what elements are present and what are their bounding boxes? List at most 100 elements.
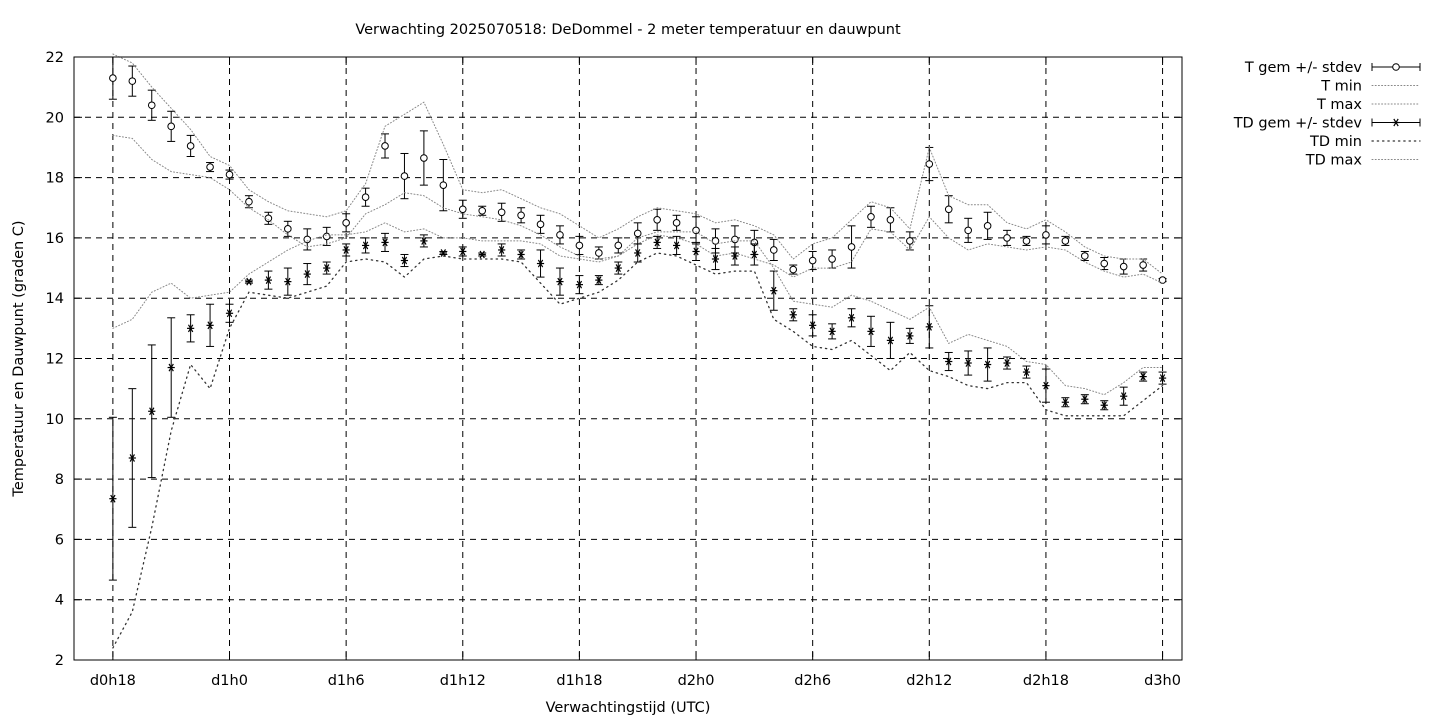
data-point [867,327,875,336]
star-stroke [635,249,641,257]
star-stroke [1004,359,1010,367]
x-tick-label: d2h0 [678,673,715,689]
legend-item: TD min [1309,134,1421,150]
y-axis-label: Temperatuur en Dauwpunt (graden C) [11,220,27,497]
star-stroke [790,310,796,319]
star-stroke [1082,395,1088,404]
star-stroke [1140,372,1146,381]
data-point [361,241,370,250]
x-tick-label: d0h18 [90,673,136,689]
data-point [789,310,797,319]
gridlines [74,57,1182,660]
star-stroke [673,241,680,250]
y-tick-label: 8 [55,472,64,488]
data-point [245,197,253,206]
legend-item: T gem +/- stdev [1244,60,1421,76]
data-point [828,255,836,263]
star-stroke [1393,118,1399,127]
legend-label: T min [1320,79,1362,95]
data-point [808,256,817,265]
data-point [575,280,584,289]
data-point [692,247,700,256]
data-point [653,238,661,247]
data-point [595,276,603,285]
legend-item: T min [1320,79,1421,95]
legend-label: TD min [1309,134,1362,150]
data-point [1003,234,1011,242]
x-tick-label: d2h6 [794,673,831,689]
data-point [1119,262,1128,271]
data-point [633,229,642,238]
data-point [886,216,895,224]
star-stroke [304,270,310,278]
star-stroke [460,247,466,256]
legend-item: T max [1316,97,1421,113]
data-point [400,172,409,180]
star-stroke [907,331,913,340]
data-point [867,212,875,221]
data-point [1042,381,1050,390]
data-point [323,264,331,272]
y-tick-label: 16 [46,231,64,247]
data-point [672,219,681,227]
data-point [439,181,448,189]
data-point [1120,392,1128,401]
star-stroke [615,264,621,272]
star-stroke [887,336,894,345]
star-stroke [498,246,505,254]
data-point [692,226,700,235]
star-stroke [362,241,369,250]
data-point [556,231,564,239]
data-point [206,321,214,330]
legend-label: T max [1316,97,1362,113]
data-point [1042,231,1050,239]
data-point [945,357,953,366]
data-point [964,226,972,235]
legend: T gem +/- stdev T min T max TD gem +/- stde… [1233,60,1421,169]
data-point [614,264,622,272]
star-stroke [168,363,174,372]
data-point [264,276,272,285]
data-point [769,246,778,254]
star-stroke [751,250,758,259]
data-point [1158,276,1167,284]
data-point [1100,401,1108,410]
data-point [478,206,487,215]
data-point [186,142,195,150]
y-tick-label: 6 [55,532,64,548]
x-tick-label: d2h18 [1023,673,1069,689]
data-point [828,327,836,336]
star-stroke [829,327,835,336]
data-point [459,247,467,256]
data-point [361,193,370,201]
x-axis-label: Verwachtingstijd (UTC) [546,700,711,716]
data-point [381,238,389,247]
data-point [1061,237,1070,245]
star-stroke [693,247,699,256]
star-stroke [1043,381,1049,390]
data-point [517,250,525,259]
data-point [148,407,156,416]
data-point [109,494,117,503]
star-stroke [110,494,116,503]
data-point [556,277,564,286]
legend-marker [1392,118,1400,127]
data-point [400,256,409,265]
data-point [672,241,681,250]
data-point [1081,252,1089,260]
y-tick-label: 18 [46,171,64,187]
data-point [439,249,447,257]
star-stroke [265,276,272,285]
star-stroke [654,238,660,247]
star-stroke [596,276,602,285]
data-point [128,77,137,85]
star-stroke [129,454,135,462]
data-point [925,160,934,168]
data-point [906,237,914,245]
data-point [983,222,992,230]
data-point [498,246,506,254]
legend-label: TD gem +/- stdev [1233,116,1363,132]
series-t-max-line [112,53,1164,275]
chart-title: Verwachting 2025070518: DeDommel - 2 met… [355,22,901,38]
